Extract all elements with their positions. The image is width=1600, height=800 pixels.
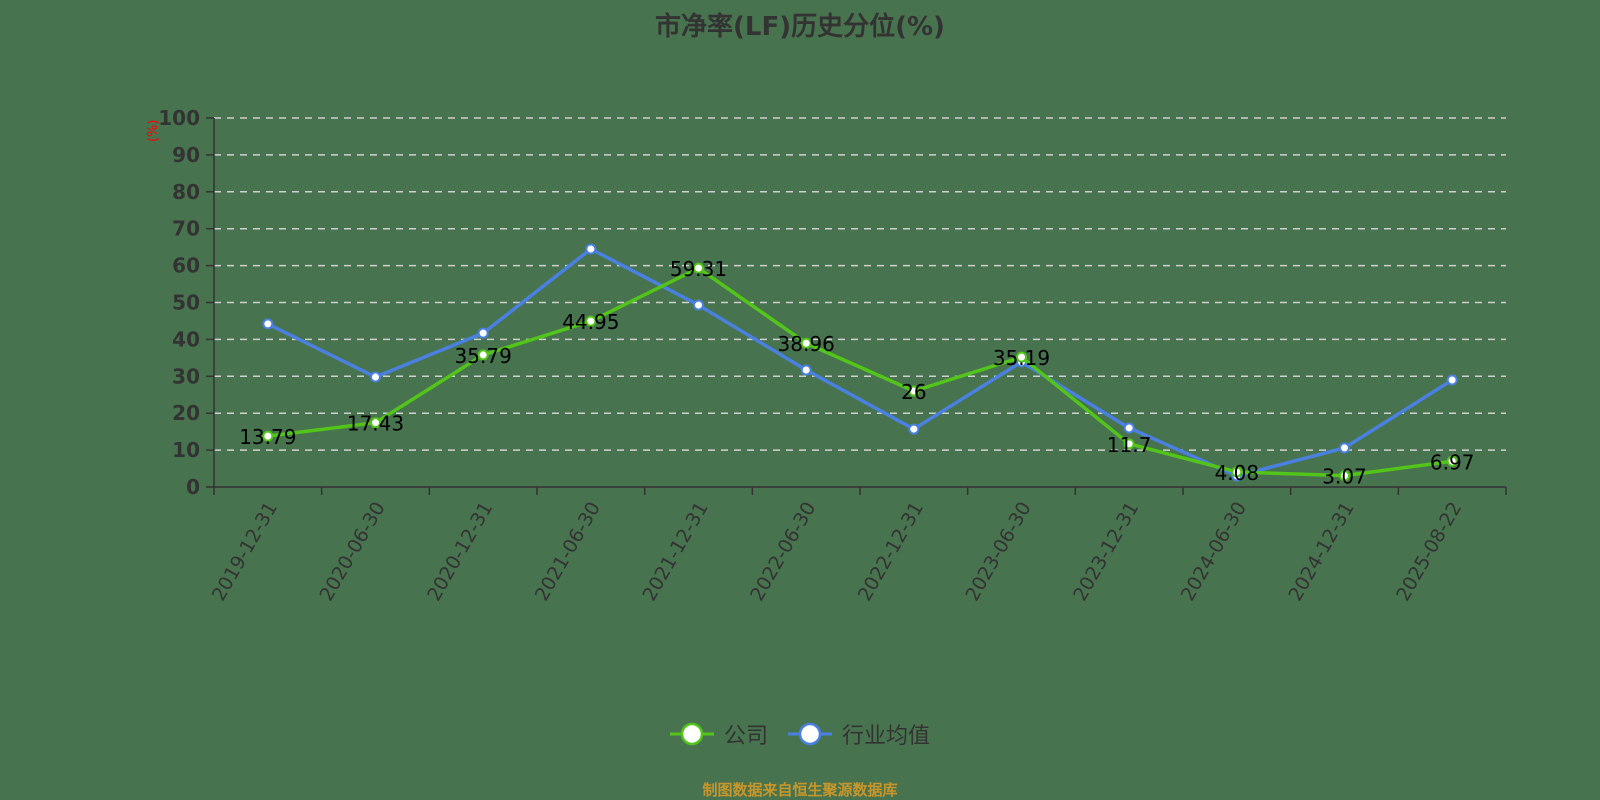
data-label: 44.95 [562, 310, 619, 334]
x-tick-label: 2023-06-30 [961, 498, 1035, 605]
data-labels: 13.79 17.43 35.79 44.95 59.31 38.96 26 35.19 11.… [239, 257, 1474, 489]
legend: 公司 行业均值 [0, 718, 1600, 750]
legend-label-company: 公司 [723, 724, 768, 749]
data-point[interactable] [693, 299, 704, 311]
data-point[interactable] [693, 262, 704, 274]
x-tick-label: 2024-12-31 [1284, 498, 1358, 605]
data-point[interactable] [1123, 422, 1135, 434]
data-label: 17.43 [347, 412, 404, 436]
x-tick-label: 2020-12-31 [423, 498, 497, 605]
y-tick-label: 30 [172, 364, 200, 388]
data-point[interactable] [800, 337, 812, 349]
y-tick-label: 80 [172, 180, 200, 204]
data-point[interactable] [908, 385, 920, 397]
data-point[interactable] [1339, 470, 1350, 482]
data-point[interactable] [1016, 351, 1027, 363]
y-tick-label: 60 [172, 254, 200, 278]
data-point[interactable] [1231, 466, 1243, 478]
data-point[interactable] [1446, 455, 1458, 467]
data-label: 35.79 [455, 344, 512, 368]
data-point[interactable] [262, 430, 274, 442]
data-label: 26 [901, 380, 926, 404]
x-tick-label: 2020-06-30 [315, 498, 389, 605]
data-point[interactable] [477, 349, 489, 361]
x-axis: 2019-12-31 2020-06-30 2020-12-31 2021-06-30… [208, 486, 1507, 605]
data-label: 11.7 [1107, 433, 1152, 457]
y-tick-label: 10 [172, 438, 200, 462]
legend-marker-green-icon [669, 722, 714, 746]
data-point[interactable] [1123, 438, 1135, 450]
data-point[interactable] [477, 327, 489, 339]
x-tick-label: 2024-06-30 [1177, 498, 1251, 605]
series-lines [262, 243, 1458, 482]
x-tick-label: 2021-06-30 [531, 498, 605, 605]
x-tick-label: 2022-12-31 [854, 498, 928, 605]
data-label: 6.97 [1430, 450, 1475, 474]
y-tick-label: 50 [172, 291, 200, 315]
x-tick-label: 2023-12-31 [1069, 498, 1143, 605]
data-point[interactable] [585, 315, 597, 327]
y-axis: 0 10 20 30 40 50 60 70 80 90 100 [158, 106, 215, 499]
data-point[interactable] [1446, 374, 1458, 386]
data-label: 38.96 [778, 332, 835, 356]
y-tick-label: 20 [172, 401, 200, 425]
legend-marker-blue-icon [788, 722, 832, 746]
data-point[interactable] [585, 243, 597, 255]
data-point[interactable] [800, 364, 812, 376]
y-tick-label: 70 [172, 217, 200, 241]
data-label: 3.07 [1322, 465, 1367, 489]
legend-item-industry-avg[interactable]: 行业均值 [788, 718, 930, 750]
series-line [267, 247, 1454, 478]
data-point[interactable] [262, 318, 274, 330]
data-point[interactable] [370, 417, 381, 429]
chart-title: 市净率(LF)历史分位(%) [655, 12, 945, 42]
legend-label-industry-avg: 行业均值 [842, 724, 931, 749]
data-label: 4.08 [1215, 461, 1260, 485]
data-point[interactable] [1339, 442, 1350, 454]
x-tick-label: 2025-08-22 [1392, 498, 1466, 605]
legend-item-company[interactable]: 公司 [669, 718, 768, 750]
data-label: 13.79 [239, 425, 296, 449]
x-tick-label: 2021-12-31 [638, 498, 712, 605]
y-tick-label: 90 [172, 143, 200, 167]
data-point[interactable] [370, 371, 381, 383]
data-point[interactable] [908, 423, 920, 435]
data-label: 59.31 [670, 257, 727, 281]
data-source-footer: 制图数据来自恒生聚源数据库 [702, 781, 898, 799]
y-tick-label: 40 [172, 327, 200, 351]
x-tick-label: 2019-12-31 [208, 498, 282, 605]
y-tick-label: 0 [186, 475, 200, 499]
y-tick-label: 100 [158, 106, 200, 130]
series-line [267, 266, 1453, 478]
x-tick-label: 2022-06-30 [746, 498, 820, 605]
data-label: 35.19 [993, 346, 1050, 370]
